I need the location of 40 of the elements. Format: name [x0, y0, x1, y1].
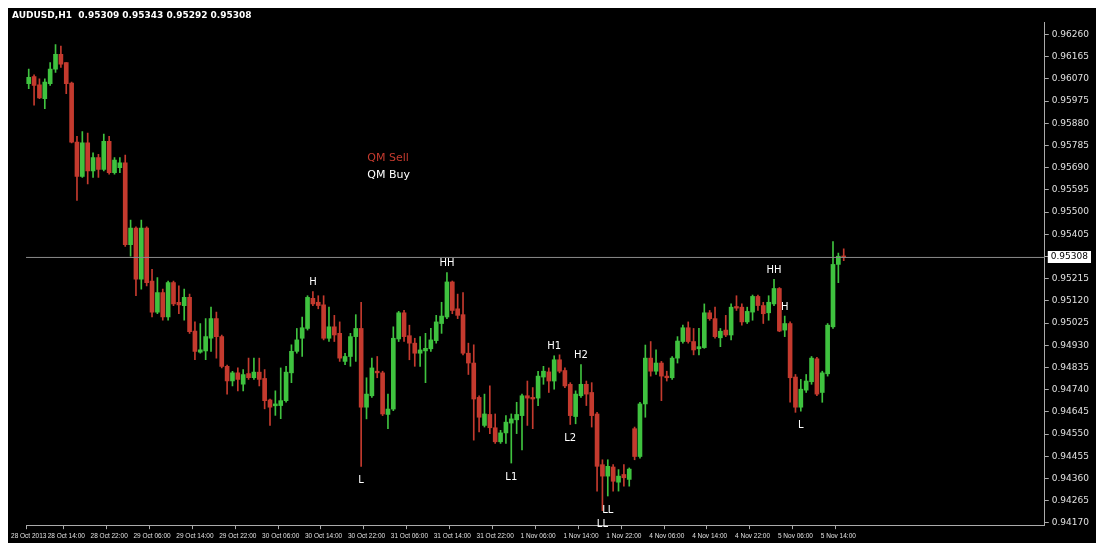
y-tick-label: 0.95405 — [1051, 228, 1089, 239]
annotation: L1 — [505, 470, 518, 482]
annotation: LL — [602, 503, 614, 515]
y-tick-label: 0.95025 — [1051, 317, 1089, 328]
annotation: H — [309, 276, 317, 288]
y-tick-label: 0.95595 — [1051, 184, 1089, 195]
y-tick-label: 0.95975 — [1051, 95, 1089, 106]
candlestick — [664, 370, 670, 382]
y-tick-label: 0.94550 — [1051, 428, 1090, 439]
y-tick-label: 0.94265 — [1051, 495, 1089, 506]
ref-line-label: 0.95308 — [1050, 251, 1089, 262]
annotation: L — [798, 418, 805, 430]
y-tick-label: 0.94930 — [1051, 339, 1090, 350]
y-tick-label: 0.94455 — [1051, 450, 1089, 461]
annotation: L — [358, 473, 365, 485]
annotation: QM Buy — [367, 168, 411, 182]
y-tick-label: 0.95690 — [1051, 162, 1090, 173]
y-tick-label: 0.95120 — [1051, 295, 1090, 306]
annotation: HH — [766, 263, 782, 275]
y-tick-label: 0.96260 — [1051, 28, 1090, 39]
annotation: L2 — [564, 432, 577, 444]
y-tick-label: 0.94170 — [1051, 517, 1090, 528]
annotation: H — [780, 300, 789, 312]
y-tick-label: 0.94740 — [1051, 384, 1090, 395]
candlestick — [374, 356, 380, 379]
y-tick-label: 0.95215 — [1051, 273, 1089, 284]
chart-title: AUDUSD,H1 0.95309 0.95343 0.95292 0.95308 — [12, 9, 252, 20]
y-tick-label: 0.94645 — [1051, 406, 1089, 417]
candlestick — [723, 315, 729, 337]
y-tick-label: 0.94835 — [1051, 361, 1089, 372]
annotation: HH — [439, 257, 455, 269]
annotation: H1 — [547, 340, 562, 352]
annotation: H2 — [574, 349, 588, 361]
annotation: QM Sell — [367, 151, 409, 165]
y-tick-label: 0.95785 — [1051, 139, 1089, 150]
y-tick-label: 0.96070 — [1051, 73, 1090, 84]
y-tick-label: 0.94360 — [1051, 472, 1090, 483]
y-tick-label: 0.95500 — [1051, 206, 1090, 217]
y-tick-label: 0.95880 — [1051, 117, 1090, 128]
y-tick-label: 0.96165 — [1051, 51, 1089, 62]
